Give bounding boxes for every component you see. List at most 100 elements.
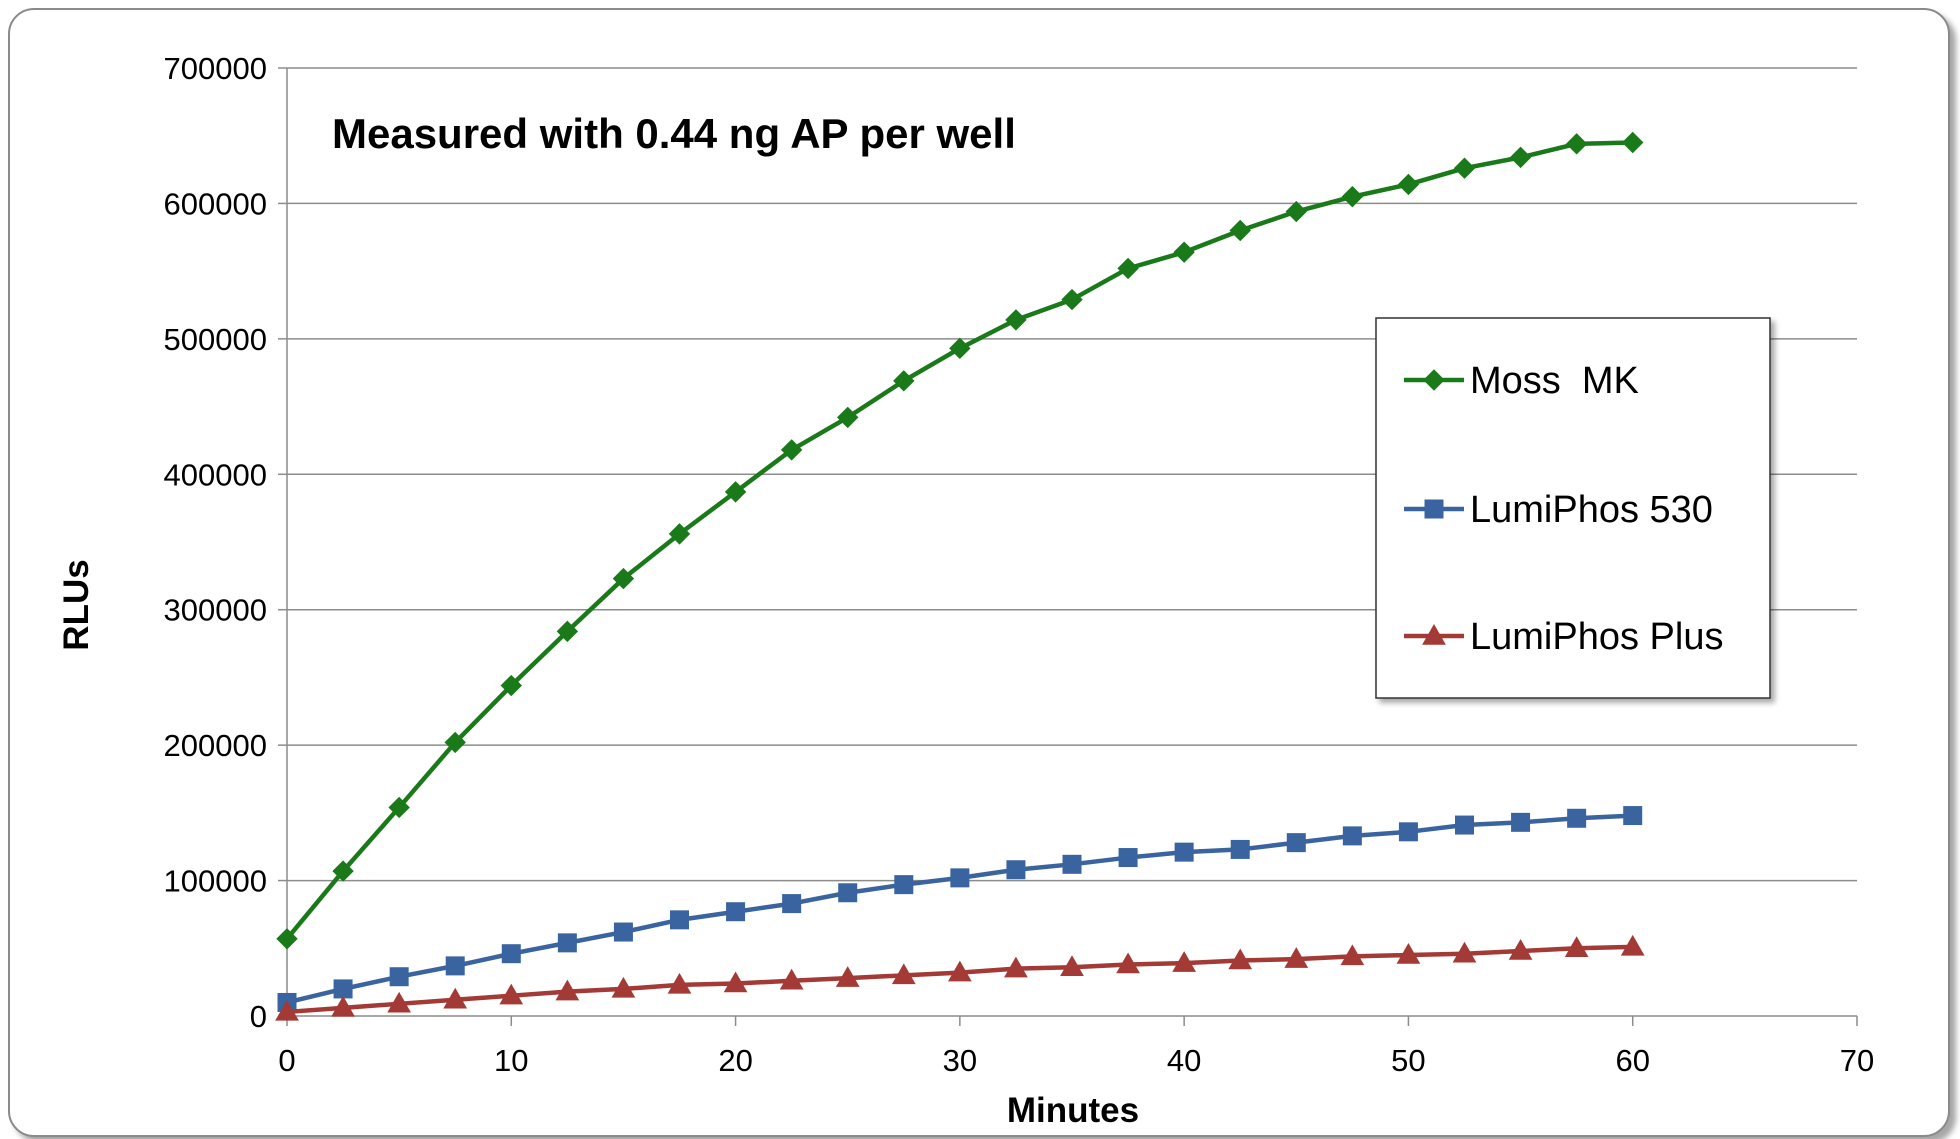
data-point — [949, 337, 971, 360]
gridlines — [287, 67, 1857, 882]
data-point — [1509, 146, 1532, 169]
y-tick-label: 400000 — [164, 457, 267, 492]
series-2 — [275, 934, 1645, 1021]
data-point — [726, 902, 746, 922]
data-point — [1342, 826, 1362, 846]
data-point — [1564, 936, 1589, 958]
data-point — [1174, 842, 1194, 862]
data-point — [557, 933, 577, 953]
data-point — [724, 481, 747, 503]
data-point — [1172, 951, 1197, 972]
data-point — [1341, 185, 1364, 208]
data-point — [1229, 219, 1251, 242]
x-axis-title: Minutes — [1007, 1091, 1139, 1130]
y-tick-label: 100000 — [164, 864, 267, 899]
data-point — [1397, 173, 1420, 196]
data-point — [275, 999, 299, 1021]
data-point — [780, 439, 803, 461]
x-tick-label: 70 — [1840, 1043, 1874, 1078]
data-point — [389, 967, 409, 987]
legend-marker — [1424, 499, 1444, 519]
data-point — [1452, 941, 1477, 963]
data-point — [893, 370, 915, 392]
legend: Moss MK LumiPhos 530 LumiPhos Plus — [1375, 317, 1771, 699]
x-tick-labels: 0 10 20 30 40 50 60 70 — [278, 1043, 1874, 1078]
data-point — [891, 963, 916, 985]
data-point — [443, 987, 468, 1009]
legend-marker — [1422, 623, 1446, 645]
data-point — [779, 968, 804, 990]
x-tick-label: 0 — [278, 1043, 295, 1078]
data-point — [1062, 854, 1082, 874]
series-1 — [277, 806, 1643, 1012]
data-point — [1230, 839, 1250, 859]
data-point — [1567, 808, 1587, 828]
y-tick-label: 500000 — [164, 322, 267, 357]
data-point — [668, 523, 691, 545]
x-tick-label: 10 — [494, 1043, 528, 1078]
data-point — [1117, 257, 1139, 280]
x-tick-label: 20 — [718, 1043, 752, 1078]
data-point — [1060, 955, 1084, 976]
data-point — [950, 868, 970, 888]
data-point — [1173, 241, 1195, 263]
data-point — [276, 928, 298, 950]
data-point — [555, 979, 580, 1001]
axes — [278, 67, 1858, 1026]
data-point — [1285, 200, 1307, 223]
data-point — [1396, 943, 1421, 964]
series-group — [275, 131, 1645, 1021]
series-0 — [276, 131, 1644, 950]
y-tick-label: 600000 — [164, 186, 267, 221]
data-point — [499, 983, 524, 1005]
data-point — [1455, 815, 1474, 835]
data-point — [611, 976, 636, 998]
data-point — [1061, 288, 1083, 311]
data-point — [333, 979, 353, 999]
legend-item: LumiPhos 530 — [1404, 489, 1713, 531]
data-point — [1511, 812, 1531, 832]
x-tick-label: 30 — [943, 1043, 977, 1078]
data-point — [837, 406, 859, 429]
data-point — [444, 731, 466, 754]
data-point — [947, 960, 972, 982]
data-point — [667, 972, 692, 994]
data-point — [331, 995, 355, 1017]
x-tick-label: 40 — [1167, 1043, 1201, 1078]
data-point — [445, 956, 465, 976]
data-point — [782, 894, 802, 914]
data-point — [613, 922, 633, 942]
data-point — [1398, 822, 1418, 842]
chart-title: Measured with 0.44 ng AP per well — [332, 110, 1016, 157]
legend-label: LumiPhos 530 — [1470, 489, 1713, 531]
legend-item: Moss MK — [1404, 360, 1639, 402]
y-tick-label: 0 — [250, 999, 267, 1034]
data-point — [556, 620, 579, 643]
data-point — [838, 883, 858, 903]
data-point — [1116, 952, 1140, 974]
data-point — [388, 796, 410, 819]
x-tick-label: 50 — [1391, 1043, 1425, 1078]
data-point — [1623, 806, 1643, 826]
y-tick-label: 300000 — [164, 593, 267, 628]
legend-marker — [1423, 369, 1445, 391]
x-tick-label: 60 — [1615, 1043, 1649, 1078]
data-point — [612, 567, 635, 590]
data-point — [501, 944, 521, 964]
y-tick-label: 200000 — [164, 728, 267, 763]
data-point — [723, 971, 748, 993]
legend-item: LumiPhos Plus — [1404, 616, 1723, 658]
data-point — [332, 860, 354, 882]
legend-label: LumiPhos Plus — [1470, 616, 1723, 658]
y-tick-labels: 0 100000 200000 300000 400000 500000 600000 700… — [164, 51, 267, 1034]
data-point — [1622, 131, 1644, 154]
data-point — [670, 910, 689, 930]
y-axis-title: RLUs — [57, 559, 96, 650]
data-point — [1004, 956, 1028, 978]
data-point — [1286, 833, 1306, 853]
data-point — [387, 991, 412, 1013]
data-point — [500, 674, 522, 697]
data-point — [1228, 948, 1253, 970]
data-point — [1118, 848, 1138, 868]
